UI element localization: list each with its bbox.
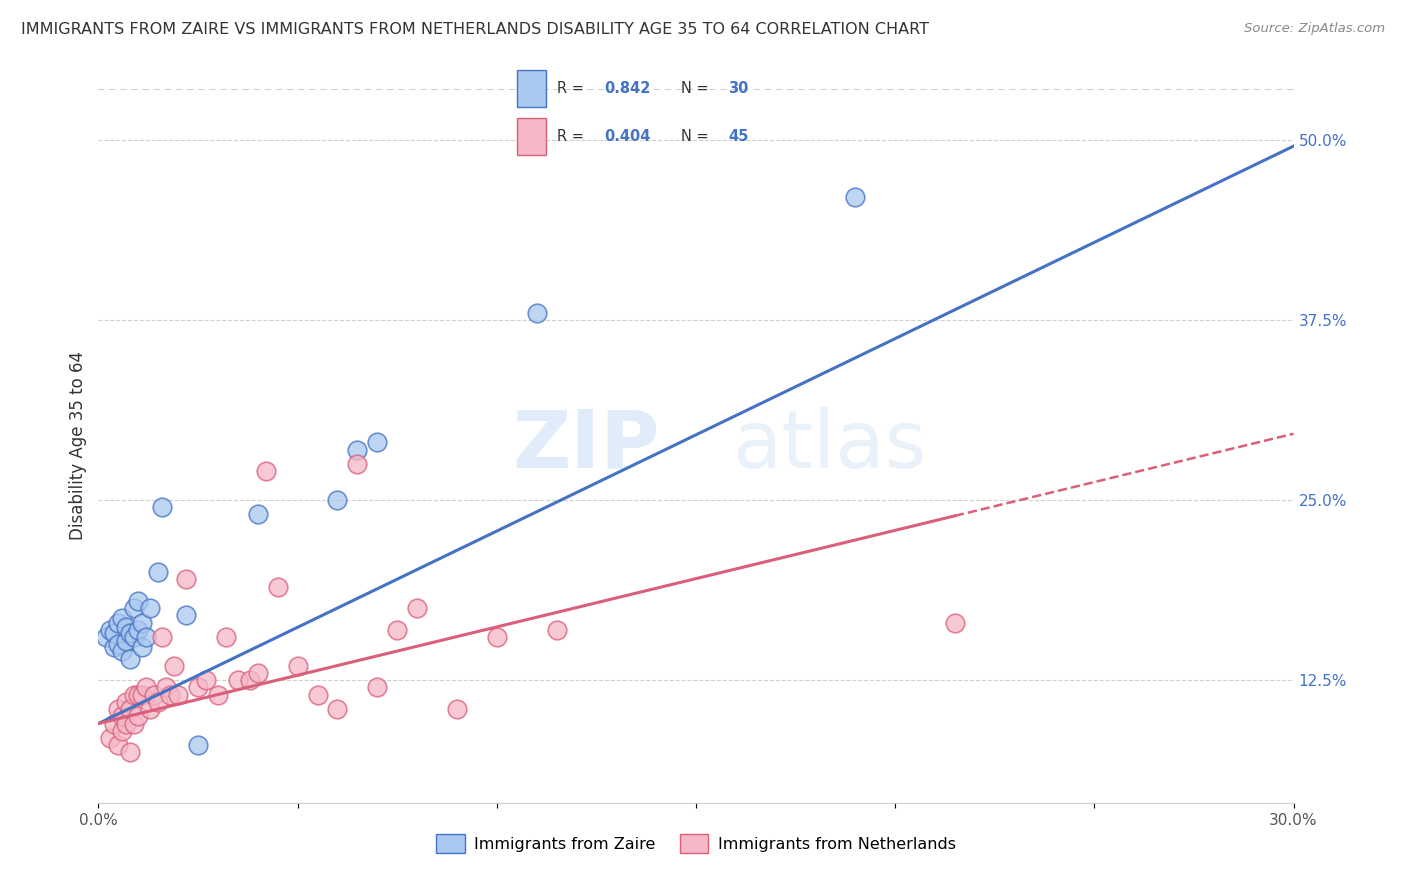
Point: [111, 709, 134, 723]
Point: [111, 723, 134, 738]
Point: [187, 681, 209, 695]
Point: [267, 580, 290, 594]
Point: [385, 623, 409, 637]
Point: [150, 500, 173, 515]
Point: [111, 644, 134, 658]
Point: [246, 508, 269, 522]
Point: [98, 731, 122, 745]
Point: [131, 615, 153, 630]
Point: [326, 702, 349, 716]
Point: [124, 601, 146, 615]
Point: [127, 709, 149, 723]
Point: [115, 634, 138, 648]
Point: [96, 630, 118, 644]
Y-axis label: Disability Age 35 to 64: Disability Age 35 to 64: [69, 351, 87, 541]
Point: [120, 625, 142, 640]
Point: [167, 688, 190, 702]
Point: [120, 745, 142, 759]
Point: [246, 666, 269, 681]
Point: [195, 673, 218, 688]
Point: [131, 640, 153, 654]
Point: [115, 716, 138, 731]
Point: [120, 702, 142, 716]
Point: [115, 695, 138, 709]
Point: [174, 572, 197, 586]
Point: [103, 716, 125, 731]
Point: [139, 702, 162, 716]
Point: [163, 658, 186, 673]
Point: [346, 442, 368, 457]
Point: [120, 651, 142, 665]
Text: N =: N =: [681, 80, 713, 95]
Point: [135, 681, 157, 695]
Point: [187, 738, 209, 752]
Point: [254, 464, 277, 478]
Point: [107, 615, 129, 630]
Point: [127, 623, 149, 637]
Point: [307, 688, 329, 702]
Point: [111, 611, 134, 625]
Point: [107, 637, 129, 651]
Text: R =: R =: [557, 128, 588, 144]
Point: [346, 457, 368, 471]
Point: [127, 688, 149, 702]
Point: [115, 620, 138, 634]
Point: [148, 695, 170, 709]
Point: [226, 673, 249, 688]
Point: [103, 625, 125, 640]
Text: IMMIGRANTS FROM ZAIRE VS IMMIGRANTS FROM NETHERLANDS DISABILITY AGE 35 TO 64 COR: IMMIGRANTS FROM ZAIRE VS IMMIGRANTS FROM…: [21, 22, 929, 37]
Text: 0.842: 0.842: [605, 80, 651, 95]
Text: 45: 45: [728, 128, 748, 144]
Point: [446, 702, 468, 716]
Point: [124, 716, 146, 731]
Point: [366, 435, 388, 450]
Point: [174, 608, 197, 623]
Text: R =: R =: [557, 80, 588, 95]
Point: [546, 623, 568, 637]
Point: [326, 493, 349, 508]
Point: [287, 658, 309, 673]
Text: N =: N =: [681, 128, 713, 144]
Point: [124, 630, 146, 644]
Point: [155, 681, 177, 695]
Bar: [517, 70, 546, 106]
Point: [131, 688, 153, 702]
Point: [844, 190, 866, 204]
Point: [124, 688, 146, 702]
Point: [159, 688, 181, 702]
Text: ZIP: ZIP: [513, 407, 661, 485]
Text: Source: ZipAtlas.com: Source: ZipAtlas.com: [1244, 22, 1385, 36]
Point: [139, 601, 162, 615]
Point: [943, 615, 966, 630]
Point: [107, 702, 129, 716]
Point: [366, 681, 388, 695]
Bar: [517, 118, 546, 155]
Point: [150, 630, 173, 644]
Point: [103, 640, 125, 654]
Point: [526, 306, 548, 320]
Point: [148, 565, 170, 579]
Point: [239, 673, 262, 688]
Text: 0.404: 0.404: [605, 128, 651, 144]
Point: [207, 688, 229, 702]
Point: [98, 623, 122, 637]
Point: [135, 630, 157, 644]
Text: atlas: atlas: [733, 407, 927, 485]
Point: [215, 630, 238, 644]
Legend: Immigrants from Zaire, Immigrants from Netherlands: Immigrants from Zaire, Immigrants from N…: [430, 828, 962, 859]
Point: [485, 630, 508, 644]
Point: [143, 688, 166, 702]
Point: [127, 594, 149, 608]
Point: [406, 601, 429, 615]
Text: 30: 30: [728, 80, 748, 95]
Point: [107, 738, 129, 752]
